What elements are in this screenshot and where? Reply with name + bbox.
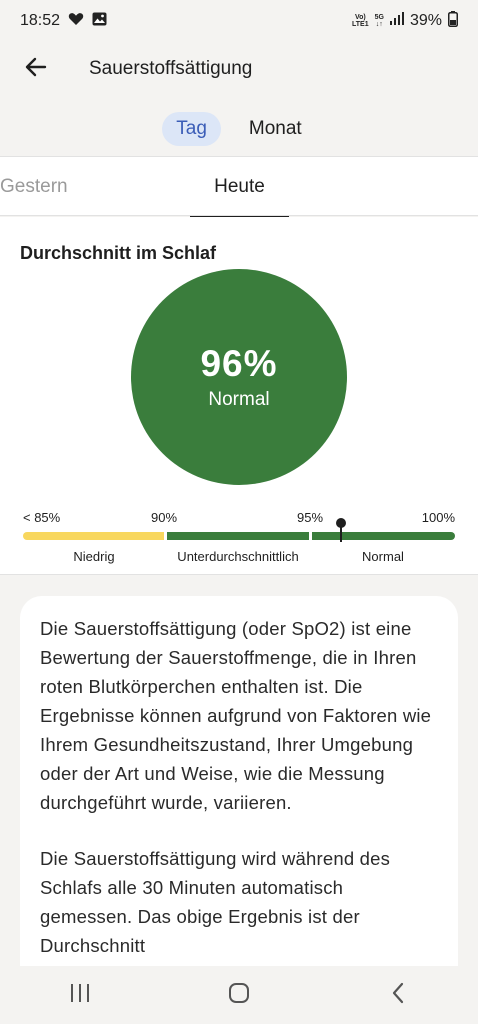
scale-bar — [23, 518, 455, 542]
section-title: Durchschnitt im Schlaf — [20, 243, 217, 263]
zone-normal-segment — [312, 532, 455, 540]
heart-icon — [68, 12, 84, 31]
spo2-ring: 96% Normal — [131, 269, 347, 485]
value-marker-line — [340, 522, 342, 542]
day-tabs: Gestern Heute — [0, 156, 478, 218]
scale-tick-labels: < 85% 90% 95% 100% — [23, 510, 455, 526]
period-tab-month[interactable]: Monat — [248, 118, 302, 139]
period-toggle: Tag Monat — [0, 112, 478, 146]
page-title: Sauerstoffsättigung — [89, 58, 253, 79]
scale-tick: < 85% — [23, 510, 61, 525]
info-card: Die Sauerstoffsättigung (oder SpO2) ist … — [20, 596, 458, 1016]
spo2-status: Normal — [208, 389, 270, 410]
signal-icon — [389, 12, 404, 30]
back-button[interactable] — [18, 51, 54, 87]
zone-label: Unterdurchschnittlich — [177, 549, 299, 564]
value-marker-dot — [336, 518, 346, 528]
battery-icon — [448, 10, 458, 32]
system-nav-bar — [0, 966, 478, 1024]
scale-tick: 95% — [297, 510, 324, 525]
zone-below-average-segment — [167, 532, 309, 540]
status-bar: 18:52 Vo) LTE1 5G ↓↑ 39% — [0, 0, 478, 42]
recents-icon — [69, 983, 91, 1008]
tab-yesterday[interactable]: Gestern — [0, 176, 68, 197]
tab-today[interactable]: Heute — [190, 157, 289, 218]
gallery-icon — [92, 12, 107, 31]
summary-card: Durchschnitt im Schlaf 96% Normal < 85% … — [0, 217, 478, 575]
volte-indicator: Vo) LTE1 — [352, 14, 369, 28]
arrow-left-icon — [24, 55, 48, 84]
battery-text: 39% — [409, 12, 442, 29]
nav-back-button[interactable] — [368, 975, 428, 1015]
zone-low-segment — [23, 532, 164, 540]
spo2-value: 96% — [200, 343, 278, 384]
home-button[interactable] — [209, 975, 269, 1015]
app-bar: Sauerstoffsättigung — [0, 42, 478, 96]
zone-label: Normal — [362, 549, 404, 564]
scale-tick: 90% — [151, 510, 178, 525]
info-paragraph: Die Sauerstoffsättigung (oder SpO2) ist … — [40, 618, 432, 813]
period-tab-day[interactable]: Tag — [162, 112, 221, 146]
scale-tick: 100% — [421, 510, 455, 525]
chevron-left-icon — [391, 982, 405, 1009]
home-icon — [228, 982, 250, 1009]
info-paragraph: Die Sauerstoffsättigung wird während des… — [40, 848, 391, 956]
recents-button[interactable] — [50, 975, 110, 1015]
status-time: 18:52 — [20, 12, 61, 29]
zone-label: Niedrig — [73, 549, 115, 564]
5g-indicator: 5G ↓↑ — [374, 14, 384, 28]
